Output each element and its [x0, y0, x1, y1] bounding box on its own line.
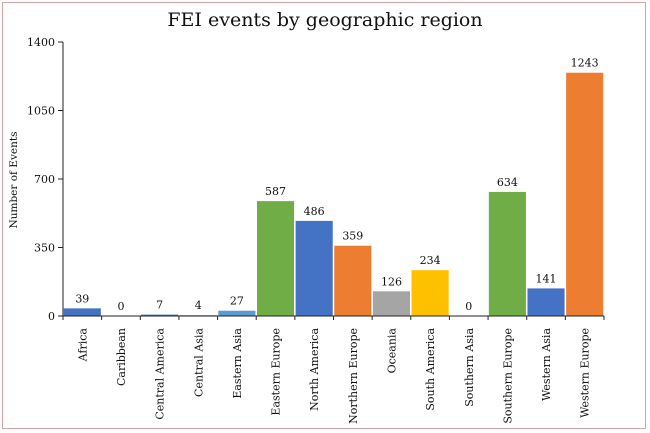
x-tick-label: Southern Europe	[501, 328, 514, 424]
bar	[488, 191, 526, 316]
bar	[372, 291, 411, 316]
data-label: 359	[342, 230, 363, 243]
y-tick-label: 700	[34, 173, 55, 186]
data-label: 0	[465, 300, 472, 313]
y-tick-label: 0	[48, 310, 55, 323]
x-tick-label: Central Asia	[192, 328, 205, 397]
bar	[218, 310, 256, 316]
bar	[295, 220, 333, 316]
x-tick-label: Southern Asia	[463, 328, 476, 407]
data-label: 634	[497, 176, 518, 189]
bar	[566, 72, 604, 316]
x-tick-label: North America	[308, 328, 321, 411]
x-tick-label: Western Asia	[540, 328, 553, 401]
x-tick-label: Oceania	[385, 328, 398, 374]
bar	[256, 201, 295, 316]
y-tick-label: 350	[34, 242, 55, 255]
bars	[63, 72, 604, 316]
bar	[527, 288, 565, 316]
data-label: 4	[195, 299, 202, 312]
data-label: 27	[230, 295, 244, 308]
data-label: 1243	[571, 57, 599, 70]
y-axis: 0 350 700 1050 1400	[27, 36, 64, 323]
bar	[63, 308, 101, 316]
chart-frame	[2, 2, 646, 429]
x-tick-label: Africa	[76, 328, 89, 363]
x-tick-label: South America	[424, 328, 437, 411]
y-axis-label: Number of Events	[8, 132, 20, 229]
data-label: 0	[117, 300, 124, 313]
data-label: 587	[265, 185, 286, 198]
data-label: 486	[304, 205, 325, 218]
x-tick-label: Eastern Europe	[270, 328, 283, 416]
data-label: 126	[381, 275, 402, 288]
data-label: 39	[75, 292, 89, 305]
bar	[411, 270, 449, 316]
data-label: 7	[156, 299, 163, 312]
y-tick-label: 1400	[27, 36, 55, 49]
data-labels: 39 0 7 4 27 587 486 359 126 234 0 634 141 1243	[75, 57, 598, 313]
y-tick-label: 1050	[27, 105, 55, 118]
chart-title: FEI events by geographic region	[167, 9, 482, 31]
data-label: 234	[420, 254, 441, 267]
x-tick-label: Northern Europe	[347, 328, 360, 424]
x-tick-label: Central America	[154, 328, 167, 420]
bar	[141, 314, 179, 316]
x-tick-label: Eastern Asia	[231, 328, 244, 399]
x-axis: Africa Caribbean Central America Central As…	[62, 315, 605, 424]
x-tick-label: Caribbean	[115, 328, 128, 386]
x-tick-label: Western Europe	[579, 328, 592, 418]
data-label: 141	[536, 272, 557, 285]
bar	[334, 245, 372, 316]
